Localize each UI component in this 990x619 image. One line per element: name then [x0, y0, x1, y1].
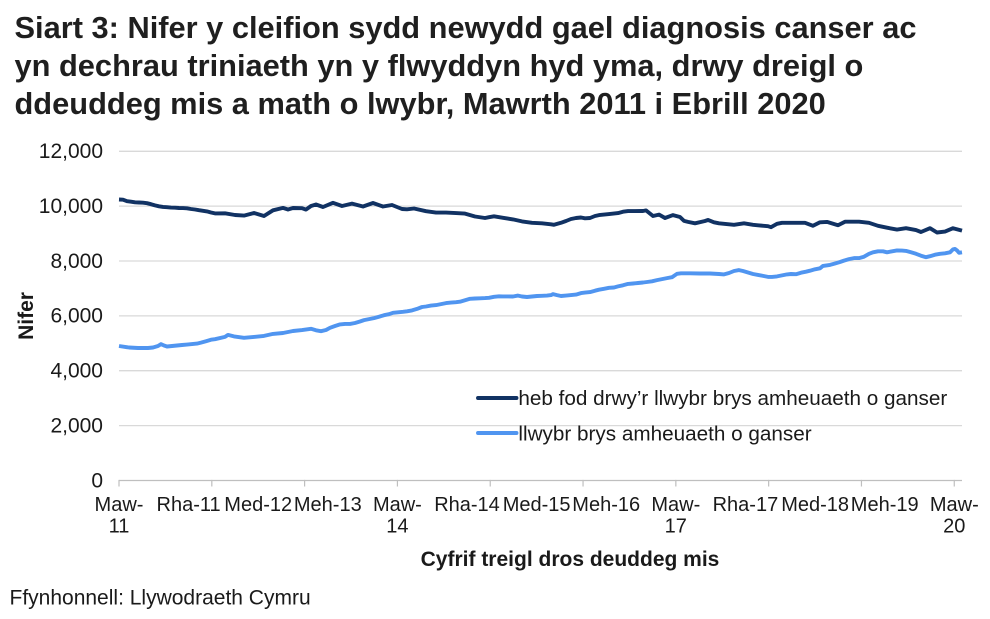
svg-text:6,000: 6,000 [50, 305, 103, 328]
svg-text:10,000: 10,000 [39, 195, 103, 218]
svg-text:Rha-14: Rha-14 [434, 494, 500, 516]
svg-text:Med-12: Med-12 [224, 494, 292, 516]
svg-text:2,000: 2,000 [50, 414, 103, 437]
svg-text:14: 14 [386, 516, 408, 538]
svg-text:ddeuddeg mis a math o lwybr, M: ddeuddeg mis a math o lwybr, Mawrth 2011… [15, 86, 826, 121]
svg-text:4,000: 4,000 [50, 360, 103, 383]
svg-text:Meh-16: Meh-16 [572, 494, 640, 516]
svg-text:yn dechrau triniaeth yn y flwy: yn dechrau triniaeth yn y flwyddyn hyd y… [15, 48, 864, 83]
svg-text:Meh-13: Meh-13 [294, 494, 362, 516]
svg-text:8,000: 8,000 [50, 250, 103, 273]
svg-text:20: 20 [943, 516, 965, 538]
svg-text:Rha-17: Rha-17 [713, 494, 779, 516]
svg-text:Maw-: Maw- [373, 494, 422, 516]
svg-text:17: 17 [665, 516, 687, 538]
svg-text:llwybr brys amheuaeth o ganser: llwybr brys amheuaeth o ganser [518, 422, 811, 445]
svg-text:heb fod drwy’r llwybr brys amh: heb fod drwy’r llwybr brys amheuaeth o g… [518, 387, 947, 410]
svg-text:Meh-19: Meh-19 [851, 494, 919, 516]
svg-text:Cyfrif treigl dros deuddeg mis: Cyfrif treigl dros deuddeg mis [421, 548, 720, 571]
svg-text:Maw-: Maw- [651, 494, 700, 516]
svg-text:Maw-: Maw- [95, 494, 144, 516]
svg-text:Rha-11: Rha-11 [157, 494, 221, 516]
svg-text:Ffynhonnell: Llywodraeth Cymru: Ffynhonnell: Llywodraeth Cymru [10, 586, 311, 609]
svg-text:Med-18: Med-18 [781, 494, 849, 516]
svg-text:Maw-: Maw- [930, 494, 979, 516]
svg-text:12,000: 12,000 [39, 140, 103, 163]
svg-text:Siart 3: Nifer y cleifion sydd: Siart 3: Nifer y cleifion sydd newydd ga… [15, 10, 917, 45]
svg-text:11: 11 [109, 516, 130, 538]
svg-text:0: 0 [91, 469, 103, 492]
svg-text:Nifer: Nifer [15, 292, 38, 340]
svg-text:Med-15: Med-15 [503, 494, 571, 516]
